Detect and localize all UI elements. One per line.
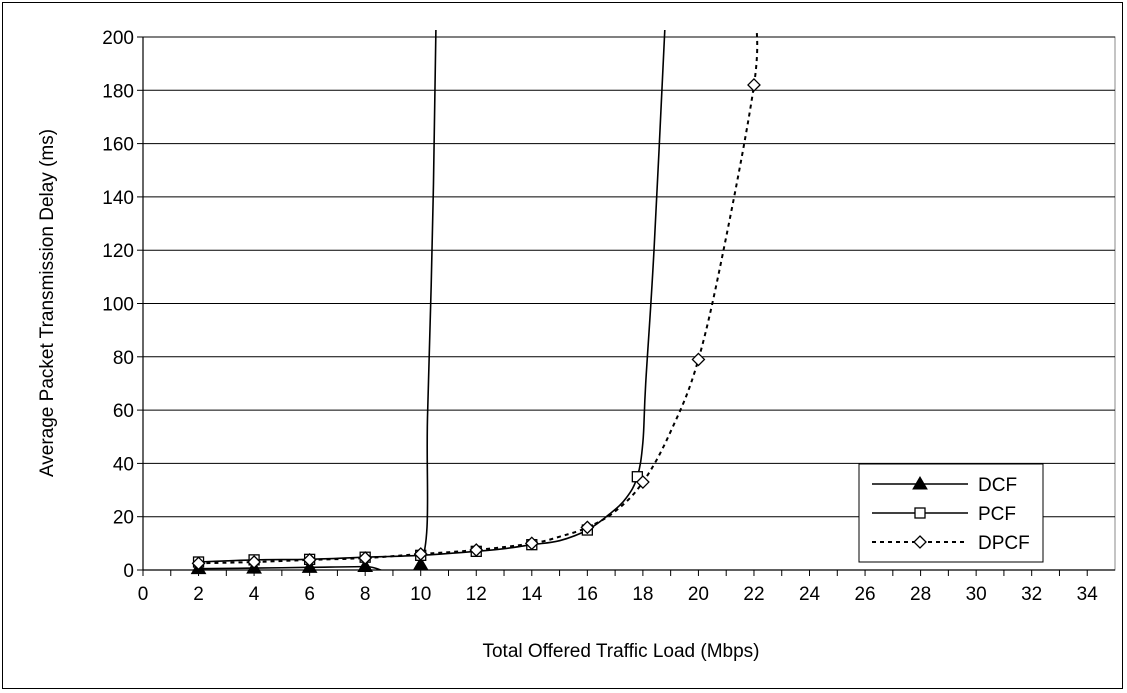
x-tick-label: 8 <box>360 584 371 605</box>
legend: DCF PCF DPCF <box>858 463 1044 563</box>
legend-marker-dpcf <box>913 535 927 549</box>
legend-marker-pcf <box>914 507 926 519</box>
y-tick-label: 140 <box>102 188 134 209</box>
marker-dpcf <box>247 555 262 569</box>
marker-dpcf <box>469 543 484 557</box>
y-tick-label: 200 <box>102 28 134 49</box>
x-tick-label: 30 <box>966 584 987 605</box>
y-axis-title: Average Packet Transmission Delay (ms) <box>37 129 58 477</box>
x-tick-label: 24 <box>799 584 821 605</box>
marker-dpcf <box>747 78 761 92</box>
marker-dpcf <box>413 547 428 561</box>
x-tick-label: 12 <box>466 584 487 605</box>
y-tick-label: 120 <box>102 241 134 262</box>
y-tick-label: 40 <box>113 454 134 475</box>
x-tick-label: 26 <box>854 584 875 605</box>
x-tick-labels: 0 2 4 6 8 10 12 14 16 18 20 22 24 26 28 30 32 34 <box>138 584 1099 605</box>
marker-dpcf <box>358 551 373 565</box>
y-tick-labels: 0 20 40 60 80 100 120 140 160 180 200 <box>102 28 134 582</box>
legend-label-dpcf: DPCF <box>978 533 1030 554</box>
series-line-dcf <box>198 30 437 570</box>
legend-marker-dcf <box>912 476 928 490</box>
y-tick-label: 60 <box>113 401 134 422</box>
x-tick-label: 20 <box>688 584 709 605</box>
gridlines <box>143 36 1115 518</box>
x-tick-label: 4 <box>249 584 260 605</box>
x-tick-label: 22 <box>743 584 764 605</box>
legend-label-dcf: DCF <box>978 475 1017 496</box>
marker-dpcf <box>191 556 206 571</box>
x-tick-label: 18 <box>632 584 653 605</box>
x-tick-label: 16 <box>577 584 598 605</box>
marker-dpcf <box>580 520 595 535</box>
marker-dpcf <box>635 475 650 489</box>
y-tick-label: 0 <box>123 561 134 582</box>
x-axis-title: Total Offered Traffic Load (Mbps) <box>482 641 759 662</box>
x-tick-label: 32 <box>1021 584 1042 605</box>
marker-dpcf <box>524 536 539 551</box>
marker-dcf <box>412 556 429 571</box>
x-tick-label: 6 <box>304 584 315 605</box>
x-tick-label: 10 <box>410 584 431 605</box>
x-tick-label: 14 <box>521 584 543 605</box>
marker-dcf <box>357 558 374 573</box>
marker-dpcf <box>691 352 706 367</box>
x-tick-label: 34 <box>1077 584 1099 605</box>
y-tick-label: 80 <box>113 348 134 369</box>
x-tick-label: 28 <box>910 584 931 605</box>
y-tick-label: 180 <box>102 81 134 102</box>
y-tick-label: 100 <box>102 295 134 316</box>
x-tick-label: 2 <box>193 584 204 605</box>
legend-label-pcf: PCF <box>978 504 1016 525</box>
marker-dpcf <box>302 552 317 567</box>
y-tick-label: 160 <box>102 135 134 156</box>
series-markers <box>190 78 761 575</box>
y-tick-label: 20 <box>113 508 134 529</box>
x-tick-label: 0 <box>138 584 149 605</box>
